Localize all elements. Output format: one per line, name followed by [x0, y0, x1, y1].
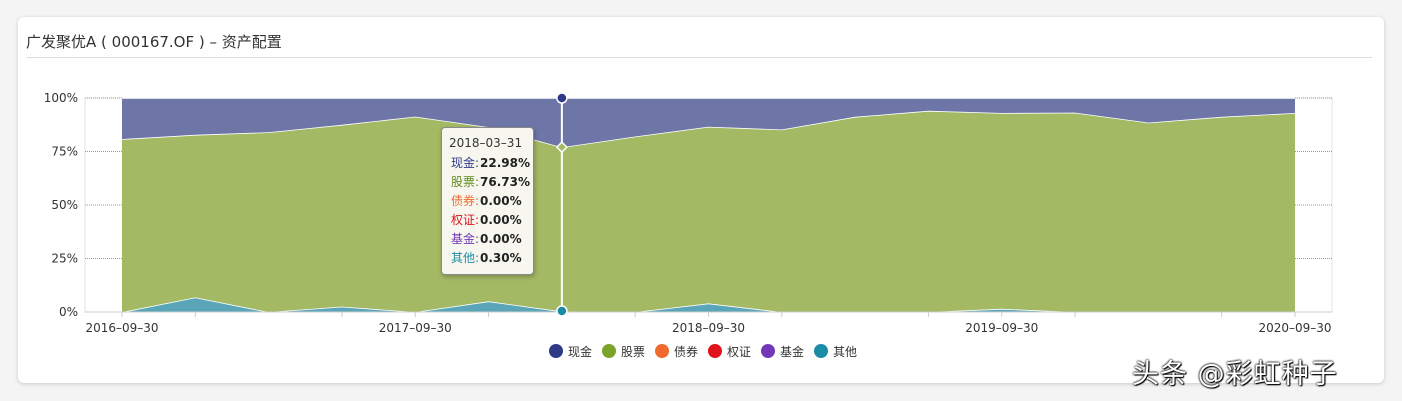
tooltip-series-value: 22.98% [480, 156, 530, 170]
x-tick-label: 2020–09–30 [1258, 321, 1331, 335]
x-tick-label: 2018–09–30 [672, 321, 745, 335]
legend-label-股票[interactable]: 股票 [621, 345, 645, 359]
y-tick-label: 50% [51, 198, 78, 212]
x-tick-label: 2016–09–30 [85, 321, 158, 335]
x-axis: 2016–09–30 2017–09–30 2018–09–30 2019–09–30… [85, 311, 1332, 335]
y-tick-label: 75% [51, 145, 78, 159]
legend-marker-现金 [549, 344, 563, 358]
tooltip-series-name: 基金: [451, 232, 480, 246]
legend-label-基金[interactable]: 基金 [780, 344, 804, 359]
legend-label-债券[interactable]: 债券 [674, 344, 698, 359]
tooltip-row: 现金:22.98% [451, 154, 530, 171]
tooltip: 2018–03–31 现金:22.98% 股票:76.73% 债券:0.00% 权证:… [441, 127, 534, 275]
title-divider [26, 57, 1372, 58]
y-tick-label: 0% [59, 305, 78, 319]
area-股票 [122, 110, 1295, 312]
tooltip-row: 债券:0.00% [451, 192, 522, 209]
legend-marker-其他 [814, 344, 828, 358]
page-title: 广发聚优A ( 000167.OF ) – 资产配置 [26, 33, 282, 51]
legend-marker-权证 [708, 344, 722, 358]
tooltip-series-value: 0.00% [480, 194, 522, 208]
marker-cash [556, 92, 568, 104]
hover-crosshair [555, 92, 568, 317]
watermark-text: 头条 @彩虹种子 [1132, 359, 1338, 390]
tooltip-series-value: 0.30% [480, 251, 522, 265]
marker-stock [555, 141, 568, 154]
tooltip-series-value: 0.00% [480, 232, 522, 246]
legend-label-权证[interactable]: 权证 [727, 345, 751, 359]
tooltip-series-value: 76.73% [480, 175, 530, 189]
tooltip-series-name: 现金: [451, 156, 480, 170]
tooltip-series-name: 债券: [451, 194, 480, 208]
tooltip-series-value: 0.00% [480, 213, 522, 227]
tooltip-row: 基金:0.00% [451, 230, 522, 247]
tooltip-row: 股票:76.73% [451, 173, 530, 190]
legend-marker-股票 [602, 344, 616, 358]
area-其他 [122, 297, 1295, 312]
marker-other [556, 305, 568, 317]
series-areas [121, 97, 1296, 313]
tooltip-series-name: 股票: [451, 175, 480, 189]
y-axis: 0% 25% 50% 75% 100% [44, 91, 78, 319]
area-现金 [122, 98, 1295, 148]
legend-marker-基金 [761, 344, 775, 358]
x-tick-label: 2019–09–30 [965, 321, 1038, 335]
legend-marker-债券 [655, 344, 669, 358]
x-tick-label: 2017–09–30 [379, 321, 452, 335]
y-tick-label: 25% [51, 252, 78, 266]
tooltip-date: 2018–03–31 [449, 136, 523, 150]
tooltip-row: 权证:0.00% [451, 211, 522, 228]
legend-label-其他[interactable]: 其他 [833, 345, 857, 359]
tooltip-row: 其他:0.30% [451, 249, 522, 266]
tooltip-series-name: 权证: [451, 213, 480, 227]
legend[interactable]: 现金 股票 债券 权证 基金 其他 [549, 344, 857, 359]
tooltip-series-name: 其他: [451, 251, 480, 265]
legend-label-现金[interactable]: 现金 [568, 344, 592, 359]
y-tick-label: 100% [44, 91, 78, 105]
